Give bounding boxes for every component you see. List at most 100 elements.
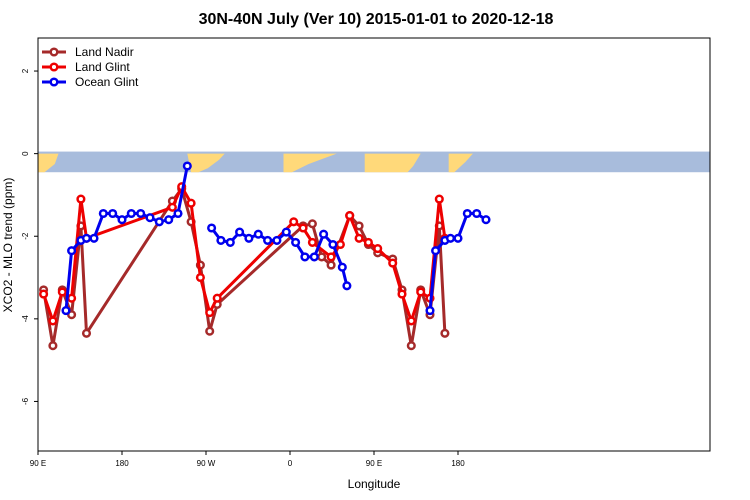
data-point-ocean-glint xyxy=(244,233,254,243)
map-land-4 xyxy=(448,153,473,173)
y-tick-label: -6 xyxy=(21,397,30,405)
x-tick-label: 90 E xyxy=(30,459,46,468)
series-line-land-glint xyxy=(42,185,447,323)
chart-title: 30N-40N July (Ver 10) 2015-01-01 to 2020… xyxy=(199,11,554,28)
legend-label-land-glint: Land Glint xyxy=(75,60,130,74)
data-point-ocean-glint xyxy=(61,306,71,316)
data-point-ocean-glint xyxy=(431,246,441,256)
x-tick-label: 90 E xyxy=(366,459,382,468)
data-point-land-nadir xyxy=(317,252,327,262)
x-tick-label: 90 W xyxy=(197,459,216,468)
data-point-land-glint xyxy=(67,293,77,303)
data-point-ocean-glint xyxy=(291,237,301,247)
data-point-land-glint xyxy=(195,272,205,283)
data-point-land-glint xyxy=(434,194,444,204)
y-tick-label: -2 xyxy=(21,232,30,240)
legend-label-land-nadir: Land Nadir xyxy=(75,45,134,59)
data-point-ocean-glint xyxy=(108,208,118,219)
data-point-land-glint xyxy=(406,316,416,326)
data-point-land-glint xyxy=(335,239,345,250)
data-point-ocean-glint xyxy=(328,239,338,250)
data-point-land-glint xyxy=(416,287,426,297)
y-axis-label: XCO2 - MLO trend (ppm) xyxy=(1,178,15,313)
data-point-land-glint xyxy=(307,237,317,247)
data-point-land-glint xyxy=(289,217,299,227)
data-point-land-nadir xyxy=(354,221,364,231)
data-point-land-nadir xyxy=(326,260,336,270)
data-point-ocean-glint xyxy=(173,208,183,219)
data-point-land-nadir xyxy=(307,219,317,229)
data-point-land-nadir xyxy=(406,341,416,351)
data-point-land-glint xyxy=(354,233,364,243)
x-axis-label: Longitude xyxy=(348,477,401,491)
data-point-ocean-glint xyxy=(445,233,456,243)
legend-marker-land-nadir xyxy=(49,47,59,57)
data-point-land-nadir xyxy=(67,310,77,320)
data-point-ocean-glint xyxy=(67,246,77,256)
x-tick-label: 0 xyxy=(288,459,293,468)
data-point-ocean-glint xyxy=(337,262,347,272)
data-point-ocean-glint xyxy=(216,235,226,245)
y-tick-label: 0 xyxy=(21,151,30,156)
data-point-ocean-glint xyxy=(117,215,127,225)
data-point-land-nadir xyxy=(205,326,215,336)
data-point-land-glint xyxy=(397,289,407,299)
data-point-ocean-glint xyxy=(225,237,235,247)
legend-label-ocean-glint: Ocean Glint xyxy=(75,75,139,89)
data-point-ocean-glint xyxy=(309,252,319,262)
data-point-ocean-glint xyxy=(81,233,92,243)
data-point-land-glint xyxy=(373,244,383,254)
data-point-ocean-glint xyxy=(481,215,491,225)
data-point-land-glint xyxy=(167,202,177,212)
data-point-land-glint xyxy=(57,287,67,297)
data-point-land-glint xyxy=(39,289,49,299)
data-point-ocean-glint xyxy=(89,233,99,243)
y-axis: 2 0 -2 -4 -6 xyxy=(21,68,38,405)
data-point-ocean-glint xyxy=(342,281,352,291)
data-point-ocean-glint xyxy=(300,252,310,262)
data-point-land-nadir xyxy=(48,341,58,351)
data-point-land-glint xyxy=(388,258,398,268)
data-point-ocean-glint xyxy=(136,208,146,219)
x-tick-label: 180 xyxy=(115,459,129,468)
series-layer xyxy=(39,161,491,351)
data-point-land-glint xyxy=(76,194,86,204)
data-point-ocean-glint xyxy=(253,229,263,239)
data-point-land-glint xyxy=(212,293,222,303)
data-point-land-glint xyxy=(205,308,215,318)
data-point-land-glint xyxy=(298,223,308,233)
data-point-land-glint xyxy=(186,198,196,208)
data-point-land-glint xyxy=(48,316,58,326)
series-ocean-glint xyxy=(61,161,491,316)
map-strip xyxy=(38,151,710,173)
data-point-ocean-glint xyxy=(281,227,291,237)
data-point-ocean-glint xyxy=(453,233,463,243)
data-point-ocean-glint xyxy=(182,161,192,171)
data-point-ocean-glint xyxy=(235,227,245,237)
map-land-3 xyxy=(364,153,421,173)
map-land-1 xyxy=(187,153,225,173)
data-point-ocean-glint xyxy=(263,235,273,245)
data-point-ocean-glint xyxy=(126,208,136,219)
series-line-ocean-glint xyxy=(210,227,349,287)
series-land-glint xyxy=(39,182,450,326)
data-point-ocean-glint xyxy=(98,208,108,219)
data-point-land-nadir xyxy=(81,328,92,338)
data-point-land-nadir xyxy=(440,328,450,338)
data-point-land-glint xyxy=(345,211,355,221)
y-tick-label: -4 xyxy=(21,315,30,323)
map-land-2 xyxy=(283,153,337,173)
data-point-ocean-glint xyxy=(472,208,482,219)
y-tick-label: 2 xyxy=(21,68,30,73)
legend-marker-land-glint xyxy=(49,62,59,72)
data-point-ocean-glint xyxy=(164,215,174,225)
data-point-land-glint xyxy=(363,237,373,247)
x-axis: 90 E 180 90 W 0 90 E 180 xyxy=(30,451,465,468)
data-point-ocean-glint xyxy=(462,208,472,219)
legend-marker-ocean-glint xyxy=(49,77,59,87)
data-point-land-glint xyxy=(326,252,336,262)
data-point-ocean-glint xyxy=(207,223,217,233)
data-point-ocean-glint xyxy=(425,306,435,316)
